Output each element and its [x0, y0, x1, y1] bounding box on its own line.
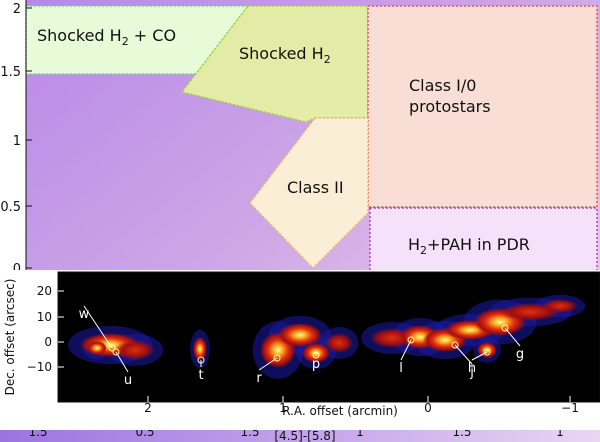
knot-label: t [198, 368, 203, 383]
knot-marker [483, 348, 491, 356]
diagram-y-tick-label: 0 [13, 262, 21, 277]
knot-marker [112, 348, 120, 356]
knot-label: l [399, 361, 403, 376]
knot-label: w [79, 307, 90, 322]
inset-y-tick-label: −10 [27, 360, 52, 374]
diagram-y-tick-label: 2 [13, 2, 21, 17]
inset-y-tick-label: 20 [37, 284, 52, 298]
label-pdr: H2+PAH in PDR [408, 235, 530, 257]
diagram-y-tick-label: 0.5 [0, 200, 21, 215]
knot-leader [115, 351, 129, 373]
label-class-ii: Class II [287, 178, 344, 197]
knot-label: u [124, 373, 132, 388]
inset-plot-border [57, 271, 600, 403]
emission-blob [193, 337, 207, 361]
label-class-i-0-line1: Class I/0 [409, 76, 476, 95]
inset-x-ticks: 2 1 0 −1 [144, 396, 579, 415]
diagram-y-tick-label: 1.5 [0, 65, 21, 80]
knot-marker [312, 351, 320, 359]
inset-y-tick-label: 0 [44, 335, 52, 349]
knot-label: g [516, 347, 524, 362]
emission-blob [115, 340, 155, 360]
knot-marker [273, 354, 281, 362]
inset-x-label: R.A. offset (arcmin) [282, 404, 398, 418]
knot-label: p [312, 357, 320, 372]
inset-y-ticks: 20 10 0 −10 [27, 284, 64, 374]
inset-x-tick-label: 0 [424, 401, 432, 415]
diagram-x-tick-label: 1 [556, 425, 564, 439]
knot-leader [504, 327, 521, 347]
knot-leader [454, 344, 473, 365]
knot-label: h [468, 361, 476, 376]
knot-marker [108, 344, 116, 352]
inset-x-tick-label: 1 [279, 401, 287, 415]
knot-marker [451, 341, 459, 349]
knot-label: r [256, 371, 262, 386]
label-class-i-0-line2: protostars [409, 97, 491, 116]
knot-marker [501, 324, 509, 332]
knot-marker [197, 356, 205, 364]
knot-marker [407, 336, 415, 344]
knot-labels: w u t r p l jh g [79, 305, 524, 388]
inset-x-tick-label: −1 [561, 401, 579, 415]
knot-label: j [469, 365, 474, 380]
emission-blob [325, 333, 353, 353]
emission-blob [542, 299, 578, 313]
inset-x-tick-label: 2 [144, 401, 152, 415]
diagram-y-tick-label: 1 [13, 134, 21, 149]
diagram-x-label: [4.5]-[5.8] [274, 429, 335, 442]
knot-leader [258, 357, 278, 371]
diagram-y-ticks: 0 0.5 1 1.5 2 [0, 2, 32, 277]
emission-blob [278, 323, 322, 347]
inset-y-label: Dec. offset (arcsec) [3, 279, 17, 396]
label-shocked-h2-co: Shocked H2 + CO [37, 26, 176, 48]
emission-blob [87, 341, 107, 355]
emission-blob [477, 342, 497, 358]
label-shocked-h2: Shocked H2 [239, 44, 331, 66]
region-class-ii [249, 117, 369, 270]
knot-leader [400, 339, 412, 361]
knot-leader [83, 305, 113, 349]
inset-y-tick-label: 10 [37, 310, 52, 324]
emission-blob [302, 343, 330, 363]
diagram-x-tick-label: 1 [356, 425, 364, 439]
